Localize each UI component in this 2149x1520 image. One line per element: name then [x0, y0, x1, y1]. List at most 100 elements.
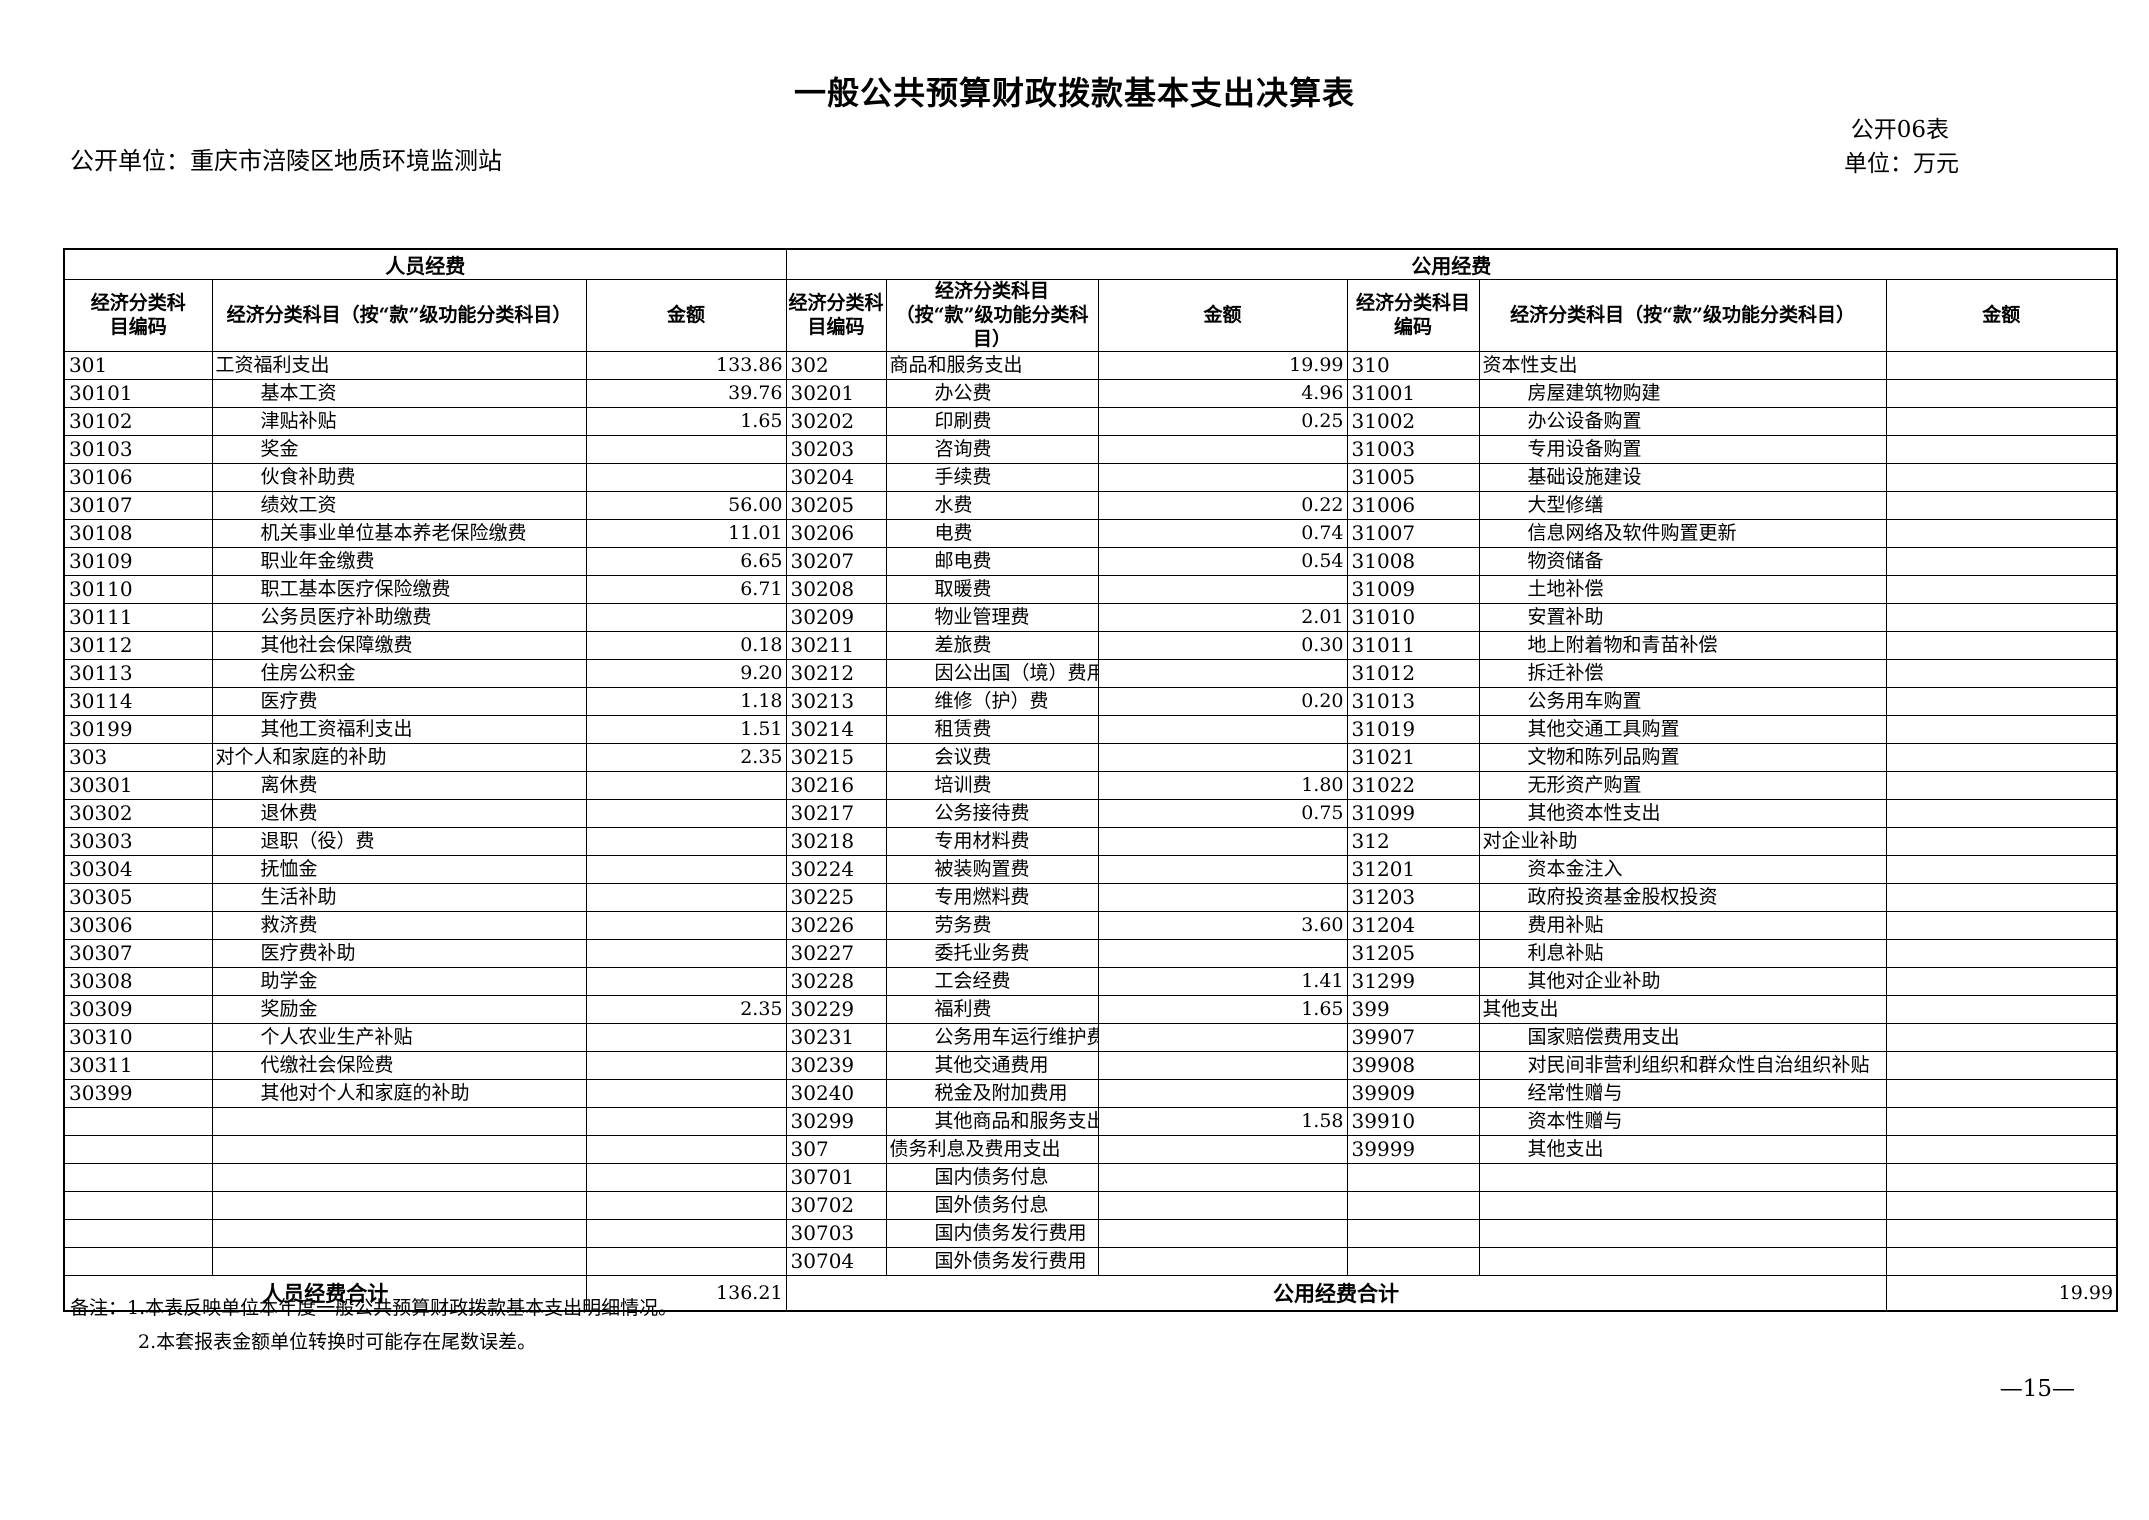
table-row: 30308 助学金 30228 工会经费 1.41 31299 其他对企业补助 [63, 967, 2118, 997]
subject-cell: 政府投资基金股权投资 [1478, 883, 1887, 913]
table-row: 30103 奖金 30203 咨询费 31003 专用设备购置 [63, 435, 2118, 465]
subject-cell: 水费 [885, 491, 1099, 521]
code-cell: 30217 [785, 799, 887, 829]
amount-cell: 11.01 [585, 519, 787, 549]
code-cell: 399 [1346, 995, 1480, 1025]
table-row: 30199 其他工资福利支出 1.51 30214 租赁费 31019 其他交通工具购置 [63, 715, 2118, 745]
amount-cell: 1.65 [585, 407, 787, 437]
subject-cell: 债务利息及费用支出 [885, 1135, 1099, 1165]
code-cell: 30703 [785, 1219, 887, 1249]
table-row: 30102 津贴补贴 1.65 30202 印刷费 0.25 31002 办公设备购置 [63, 407, 2118, 437]
code-cell: 31010 [1346, 603, 1480, 633]
amount-cell: 0.74 [1097, 519, 1348, 549]
amount-cell: 0.20 [1097, 687, 1348, 717]
subject-cell: 其他工资福利支出 [211, 715, 587, 745]
code-cell: 30228 [785, 967, 887, 997]
subject-cell: 公务接待费 [885, 799, 1099, 829]
table-row: 303 对个人和家庭的补助 2.35 30215 会议费 31021 文物和陈列品购置 [63, 743, 2118, 773]
amount-cell: 133.86 [585, 351, 787, 381]
subject-cell: 资本性赠与 [1478, 1107, 1887, 1137]
col-header-subject-1: 经济分类科目（按“款”级功能分类科目） [211, 278, 587, 353]
code-cell: 31002 [1346, 407, 1480, 437]
subject-cell [1478, 1163, 1887, 1193]
amount-cell: 56.00 [585, 491, 787, 521]
subject-cell [1478, 1191, 1887, 1221]
subject-cell: 会议费 [885, 743, 1099, 773]
table-row: 30113 住房公积金 9.20 30212 因公出国（境）费用 31012 拆迁补偿 [63, 659, 2118, 689]
amount-cell [1885, 351, 2118, 381]
code-cell: 30224 [785, 855, 887, 885]
totals-row: 人员经费合计 136.21 公用经费合计 19.99 [63, 1275, 2118, 1312]
code-cell [63, 1135, 213, 1165]
subject-cell: 代缴社会保险费 [211, 1051, 587, 1081]
amount-cell [1097, 435, 1348, 465]
code-cell [63, 1191, 213, 1221]
code-cell: 30239 [785, 1051, 887, 1081]
subject-cell: 租赁费 [885, 715, 1099, 745]
amount-cell [1885, 1163, 2118, 1193]
code-cell: 30108 [63, 519, 213, 549]
code-cell [1346, 1219, 1480, 1249]
amount-cell: 6.65 [585, 547, 787, 577]
amount-cell [1885, 1219, 2118, 1249]
subject-cell: 退职（役）费 [211, 827, 587, 857]
column-header-row: 经济分类科目编码 经济分类科目（按“款”级功能分类科目） 金额 经济分类科目编码… [63, 278, 2118, 353]
amount-cell: 0.22 [1097, 491, 1348, 521]
amount-cell [1885, 1247, 2118, 1277]
amount-cell [1885, 519, 2118, 549]
code-cell: 31013 [1346, 687, 1480, 717]
code-cell: 30304 [63, 855, 213, 885]
amount-cell [1097, 1051, 1348, 1081]
subject-cell: 印刷费 [885, 407, 1099, 437]
table-body: 301 工资福利支出 133.86 302 商品和服务支出 19.99 310 资本性支出 30… [63, 351, 2118, 1277]
code-cell: 39999 [1346, 1135, 1480, 1165]
amount-cell: 1.80 [1097, 771, 1348, 801]
public-total-label: 公用经费合计 [785, 1275, 1887, 1312]
table-row: 30101 基本工资 39.76 30201 办公费 4.96 31001 房屋建筑物购建 [63, 379, 2118, 409]
subject-cell: 物资储备 [1478, 547, 1887, 577]
subject-cell: 拆迁补偿 [1478, 659, 1887, 689]
code-cell [1346, 1247, 1480, 1277]
table-footer: 人员经费合计 136.21 公用经费合计 19.99 [63, 1275, 2118, 1312]
subject-cell: 津贴补贴 [211, 407, 587, 437]
code-cell: 30311 [63, 1051, 213, 1081]
amount-cell [1885, 407, 2118, 437]
code-cell: 31205 [1346, 939, 1480, 969]
code-cell: 312 [1346, 827, 1480, 857]
subject-cell: 其他交通费用 [885, 1051, 1099, 1081]
code-cell: 30231 [785, 1023, 887, 1053]
table-row: 30107 绩效工资 56.00 30205 水费 0.22 31006 大型修缮 [63, 491, 2118, 521]
amount-cell [1885, 715, 2118, 745]
code-cell: 39908 [1346, 1051, 1480, 1081]
code-cell: 30203 [785, 435, 887, 465]
table-row: 301 工资福利支出 133.86 302 商品和服务支出 19.99 310 资本性支出 [63, 351, 2118, 381]
subject-cell: 工会经费 [885, 967, 1099, 997]
subject-cell: 其他对企业补助 [1478, 967, 1887, 997]
code-cell: 30109 [63, 547, 213, 577]
subject-cell: 其他对个人和家庭的补助 [211, 1079, 587, 1109]
subject-cell: 差旅费 [885, 631, 1099, 661]
subject-cell: 地上附着物和青苗补偿 [1478, 631, 1887, 661]
amount-cell [1097, 1135, 1348, 1165]
subject-cell: 工资福利支出 [211, 351, 587, 381]
amount-cell: 1.18 [585, 687, 787, 717]
subject-cell: 公务员医疗补助缴费 [211, 603, 587, 633]
amount-cell [585, 939, 787, 969]
code-cell: 302 [785, 351, 887, 381]
code-cell: 30204 [785, 463, 887, 493]
subject-cell [1478, 1219, 1887, 1249]
code-cell: 30227 [785, 939, 887, 969]
code-cell: 30301 [63, 771, 213, 801]
amount-cell [1097, 827, 1348, 857]
col-header-amount-2: 金额 [1097, 278, 1348, 353]
amount-cell [585, 1079, 787, 1109]
code-cell: 30225 [785, 883, 887, 913]
code-cell: 30106 [63, 463, 213, 493]
table-row: 30108 机关事业单位基本养老保险缴费 11.01 30206 电费 0.74 31007… [63, 519, 2118, 549]
code-cell: 310 [1346, 351, 1480, 381]
amount-cell: 0.75 [1097, 799, 1348, 829]
code-cell [1346, 1191, 1480, 1221]
table-row: 30701 国内债务付息 [63, 1163, 2118, 1193]
amount-cell [1097, 575, 1348, 605]
table-row: 30703 国内债务发行费用 [63, 1219, 2118, 1249]
